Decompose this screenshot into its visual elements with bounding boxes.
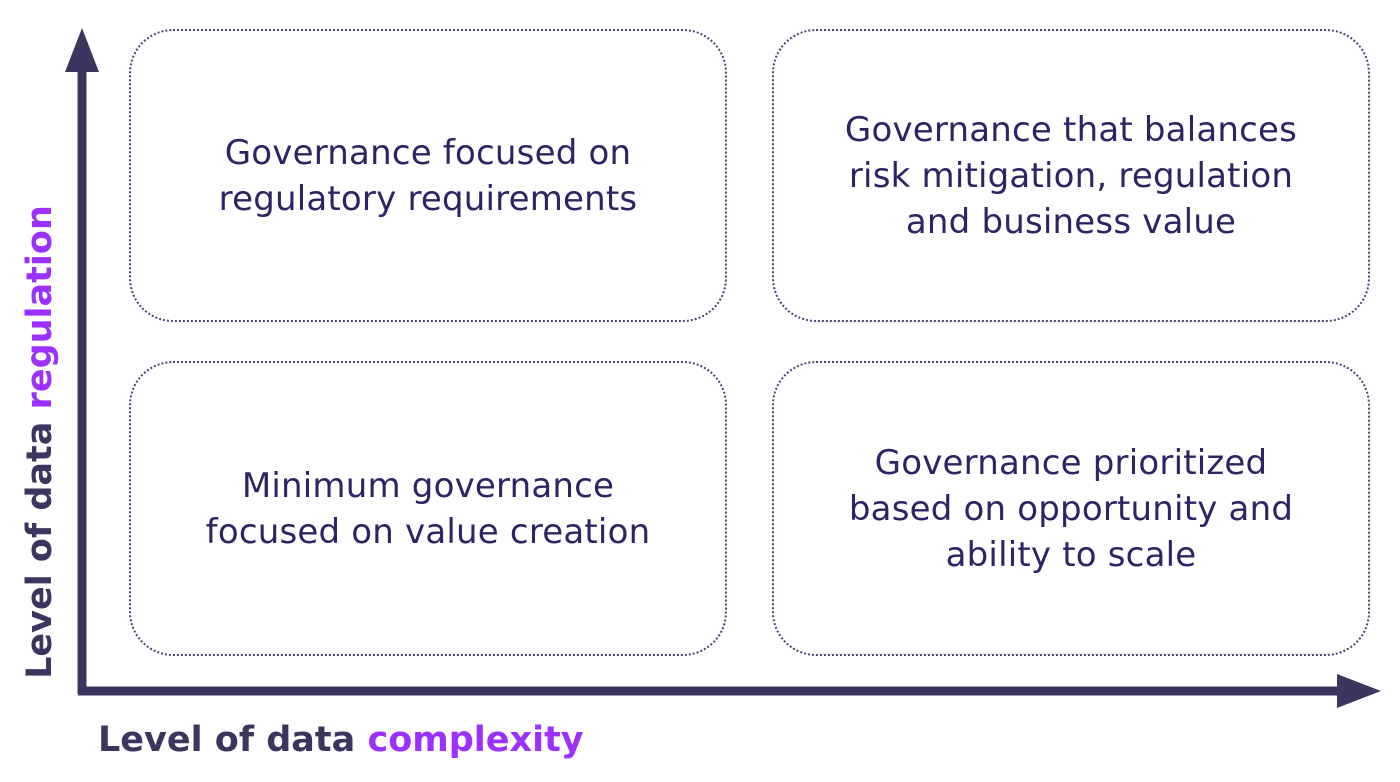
quadrant-top-right: Governance that balances risk mitigation… [772,29,1370,322]
y-axis-label-accent: regulation [20,205,60,410]
x-axis-label-accent: complexity [367,720,584,760]
y-axis-label-prefix: Level of data [20,421,60,679]
quadrant-bottom-right-text: Governance prioritized based on opportun… [848,442,1294,575]
quadrant-bottom-left: Minimum governance focused on value crea… [129,361,727,656]
x-axis-label-prefix: Level of data [98,720,356,760]
quadrant-bottom-right: Governance prioritized based on opportun… [772,361,1370,656]
quadrant-top-left: Governance focused on regulatory require… [129,29,727,322]
y-axis-arrowhead [65,28,99,72]
x-axis-label: Level of data complexity [98,718,584,762]
quadrant-top-left-text: Governance focused on regulatory require… [218,132,638,219]
x-axis-arrowhead [1337,674,1381,708]
y-axis-label: Level of data regulation [18,205,62,679]
quadrant-top-right-text: Governance that balances risk mitigation… [844,109,1298,242]
quadrant-bottom-left-text: Minimum governance focused on value crea… [205,465,651,552]
